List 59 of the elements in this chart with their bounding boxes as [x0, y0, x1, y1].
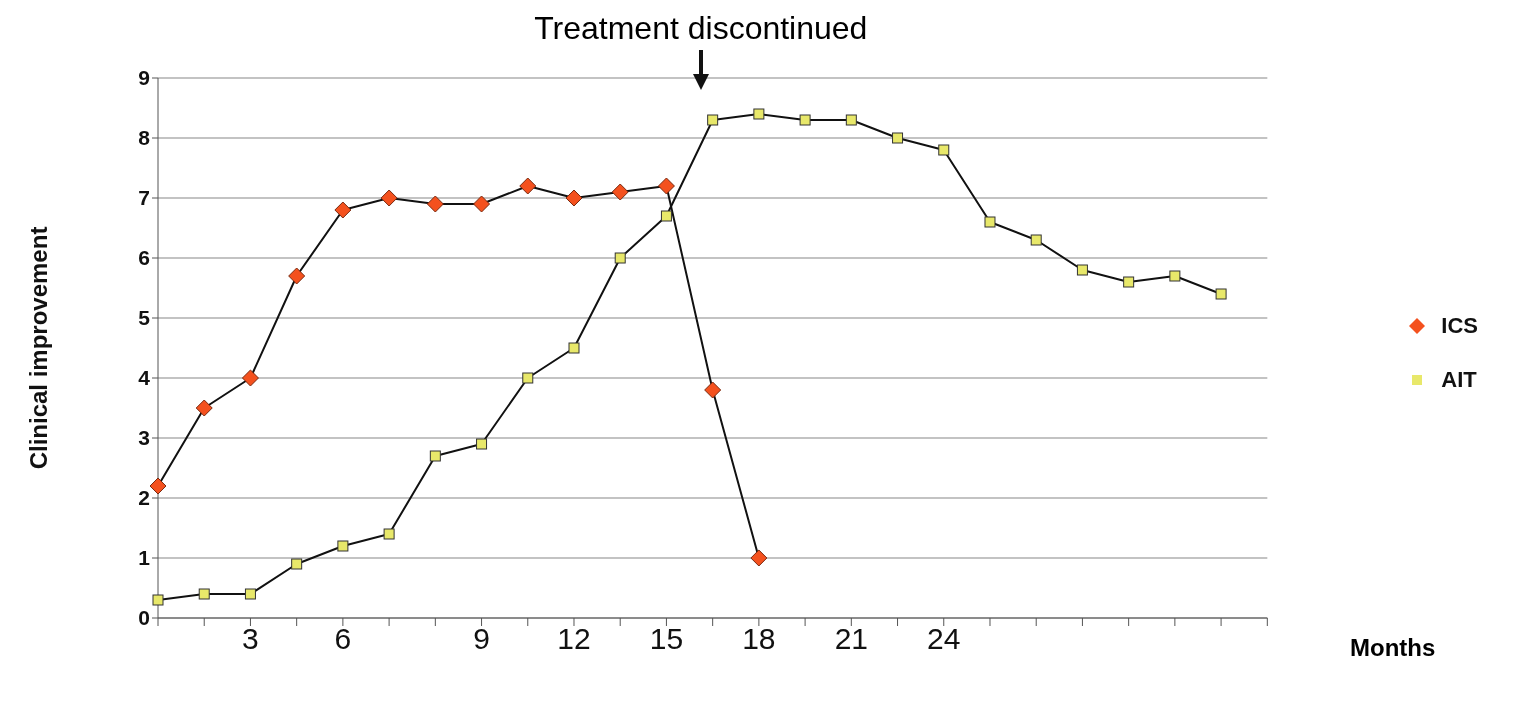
point: [241, 369, 259, 387]
point: [938, 144, 950, 156]
y-tick-label: 0: [138, 606, 150, 630]
point: [519, 177, 537, 195]
x-tick-label: 3: [242, 622, 259, 656]
point: [892, 132, 904, 144]
point: [429, 450, 441, 462]
legend-label: AIT: [1440, 366, 1478, 394]
point: [568, 342, 580, 354]
point: [198, 588, 210, 600]
y-tick-label: 4: [138, 366, 151, 390]
x-tick-label: 18: [742, 622, 776, 656]
point: [611, 183, 629, 201]
legend-label: ICS: [1440, 312, 1478, 340]
y-tick-label: 8: [138, 126, 151, 150]
point: [614, 252, 626, 264]
y-tick-label: 2: [138, 486, 150, 510]
y-tick-label: 1: [138, 546, 151, 570]
point: [337, 540, 349, 552]
point: [383, 528, 395, 540]
point: [380, 189, 398, 207]
y-tick-label: 3: [138, 426, 150, 450]
point: [288, 267, 306, 285]
point: [984, 216, 996, 228]
point: [522, 372, 534, 384]
text: Treatment discontinued: [533, 10, 869, 47]
point: [152, 594, 164, 606]
point: [426, 195, 444, 213]
point: [660, 210, 672, 222]
point: [753, 108, 765, 120]
point: [334, 201, 352, 219]
point: [799, 114, 811, 126]
y-tick-label: 6: [138, 246, 150, 270]
point: [657, 177, 675, 195]
point: [244, 588, 256, 600]
point: [1215, 288, 1227, 300]
point: [565, 189, 583, 207]
x-tick-label: 21: [834, 622, 869, 656]
point: [291, 558, 303, 570]
y-tick-label: 9: [138, 66, 150, 90]
x-tick-label: 24: [927, 622, 961, 656]
x-axis-title: Months: [1350, 634, 1436, 662]
point: [476, 438, 488, 450]
point: [1123, 276, 1135, 288]
x-tick-label: 9: [473, 622, 490, 656]
y-tick-label: 5: [138, 306, 151, 330]
point: [1169, 270, 1181, 282]
point: [149, 477, 167, 495]
x-tick-label: 6: [334, 622, 352, 656]
point: [704, 381, 722, 399]
y-tick-label: 7: [138, 186, 150, 210]
point: [195, 399, 213, 417]
x-tick-label: 15: [649, 622, 684, 656]
point: [750, 549, 768, 567]
point: [1076, 264, 1088, 276]
point: [473, 195, 491, 213]
point: [707, 114, 719, 126]
x-tick-label: 12: [557, 622, 591, 656]
y-axis-title: Clinical improvement: [24, 226, 52, 470]
